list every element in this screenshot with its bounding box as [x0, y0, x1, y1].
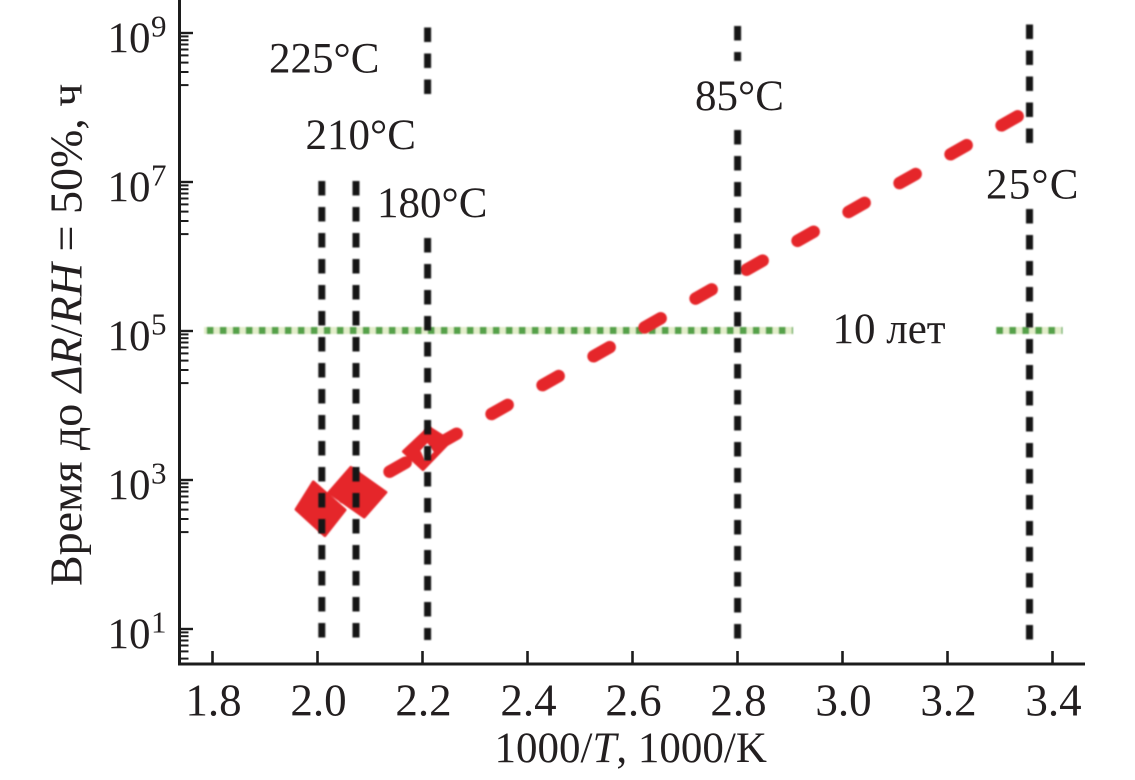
- svg-text:5: 5: [151, 307, 167, 342]
- svg-text:10: 10: [108, 313, 151, 360]
- svg-text:85°C: 85°C: [695, 73, 784, 120]
- svg-text:1000/T, 1000/K: 1000/T, 1000/K: [495, 725, 767, 772]
- svg-text:10: 10: [108, 462, 151, 509]
- svg-text:Время до ΔR/RH = 50%, ч: Время до ΔR/RH = 50%, ч: [41, 84, 92, 586]
- svg-text:1.8: 1.8: [185, 676, 241, 726]
- svg-text:7: 7: [151, 158, 167, 193]
- svg-text:225°C: 225°C: [269, 36, 379, 83]
- svg-text:3.2: 3.2: [920, 676, 976, 726]
- svg-text:10: 10: [108, 611, 151, 658]
- svg-text:3.4: 3.4: [1025, 676, 1081, 726]
- svg-text:180°C: 180°C: [377, 180, 487, 227]
- svg-text:2.8: 2.8: [710, 676, 766, 726]
- svg-text:10 лет: 10 лет: [833, 306, 946, 353]
- svg-text:2.6: 2.6: [605, 676, 661, 726]
- svg-text:10: 10: [108, 164, 151, 211]
- svg-text:25°C: 25°C: [986, 162, 1080, 209]
- svg-text:9: 9: [151, 9, 167, 44]
- svg-text:3: 3: [151, 456, 167, 491]
- svg-text:2.0: 2.0: [290, 676, 346, 726]
- svg-text:210°C: 210°C: [306, 112, 416, 159]
- svg-text:2.4: 2.4: [500, 676, 556, 726]
- svg-text:3.0: 3.0: [815, 676, 871, 726]
- svg-text:1: 1: [151, 605, 167, 640]
- svg-text:10: 10: [108, 15, 151, 62]
- svg-text:2.2: 2.2: [395, 676, 451, 726]
